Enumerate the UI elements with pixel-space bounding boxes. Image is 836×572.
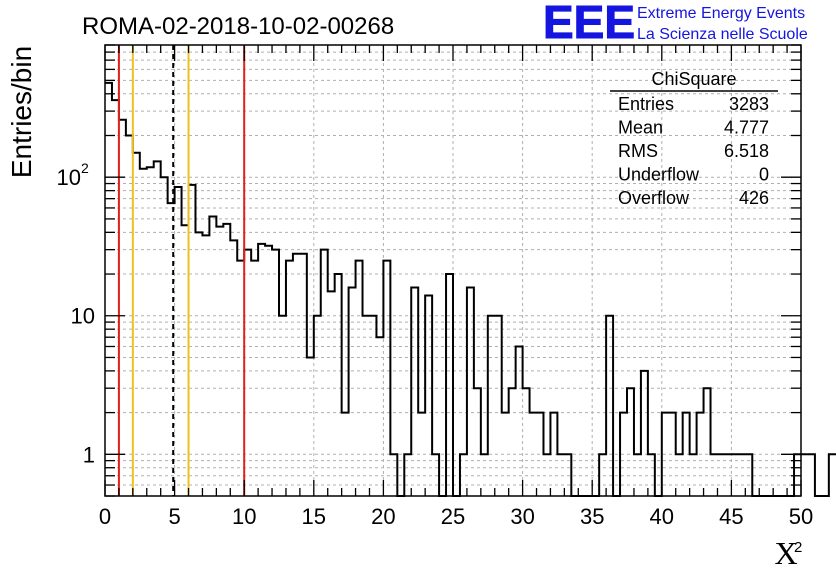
eee-logo: EEE Extreme Energy Events La Scienza nel… [543, 0, 808, 49]
y-tick-label-text: 10 [71, 304, 95, 329]
stats-row-label: Overflow [618, 188, 690, 208]
x-tick-label: 0 [99, 504, 111, 529]
stats-row-label: RMS [618, 141, 658, 161]
x-tick-label: 5 [168, 504, 180, 529]
x-axis-label-text: X [774, 535, 797, 571]
x-tick-label: 45 [719, 504, 743, 529]
y-axis-label: Entries/bin [6, 46, 37, 178]
stats-row-value: 4.777 [724, 118, 769, 138]
x-tick-label: 35 [580, 504, 604, 529]
stats-row-value: 426 [739, 188, 769, 208]
x-axis-label: X 2 [774, 535, 802, 571]
marker-lines [117, 45, 246, 496]
stats-rows: Entries 3283 Mean 4.777 RMS 6.518 Underflow 0 Ov… [618, 94, 769, 208]
chart-title: ROMA-02-2018-10-02-00268 [82, 13, 394, 40]
y-tick-label-text: 1 [83, 442, 95, 467]
stats-row-value: 3283 [729, 94, 769, 114]
stats-row-label: Entries [618, 94, 674, 114]
y-tick-label: 10 [71, 304, 95, 329]
y-tick-label: 10 2 [57, 160, 89, 190]
logo-line-1: Extreme Energy Events [637, 5, 805, 22]
x-tick-label: 40 [650, 504, 674, 529]
x-axis-label-superscript: 2 [794, 539, 802, 556]
x-tick-label: 25 [441, 504, 465, 529]
logo-line-2: La Scienza nelle Scuole [637, 26, 808, 43]
stats-row-label: Mean [618, 118, 663, 138]
stats-row-label: Underflow [618, 165, 700, 185]
stats-box: ChiSquare Entries 3283 Mean 4.777 RMS 6.518 Un… [610, 69, 778, 208]
x-tick-label: 20 [371, 504, 395, 529]
stats-row-value: 6.518 [724, 141, 769, 161]
y-tick-label: 1 [83, 442, 95, 467]
x-tick-label: 15 [302, 504, 326, 529]
x-tick-label: 10 [232, 504, 256, 529]
stats-row-value: 0 [759, 165, 769, 185]
logo-mark: EEE [543, 0, 635, 48]
stats-title: ChiSquare [651, 69, 736, 89]
y-tick-label-text: 10 [57, 165, 81, 190]
y-tick-label-exponent: 2 [81, 160, 89, 176]
x-tick-label: 30 [510, 504, 534, 529]
x-tick-label: 50 [789, 504, 813, 529]
